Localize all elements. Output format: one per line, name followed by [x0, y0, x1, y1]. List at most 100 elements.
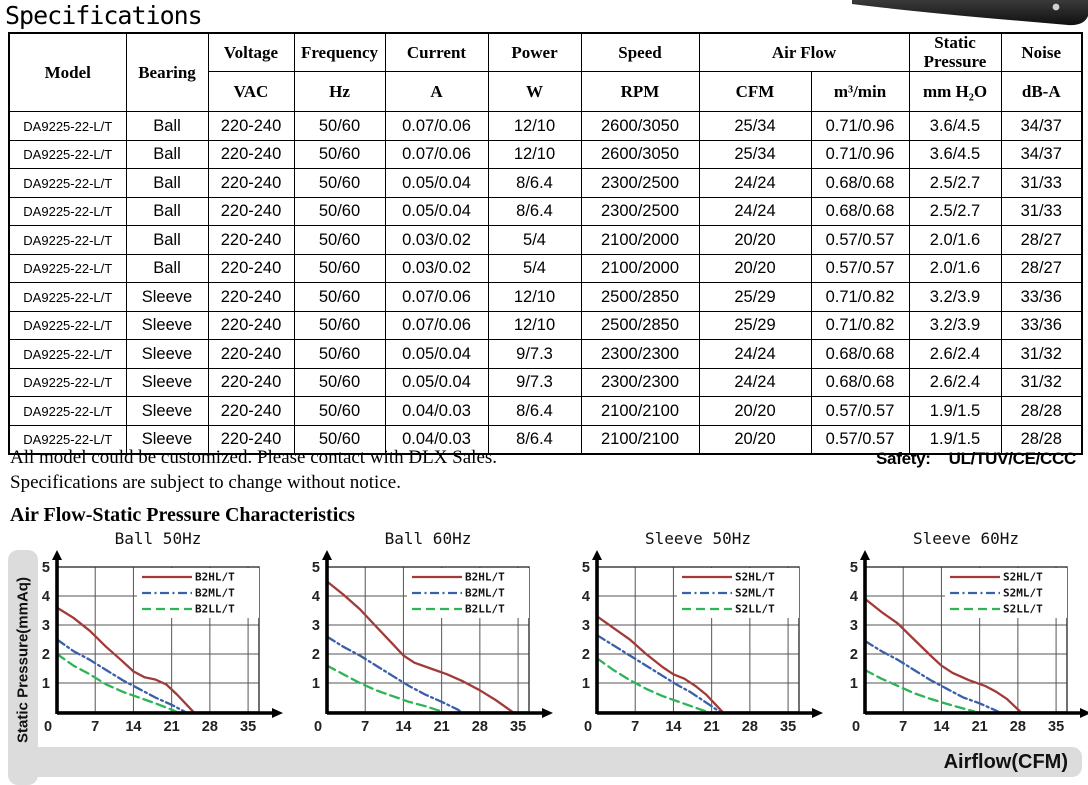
- cell-current: 0.05/0.04: [384, 168, 489, 198]
- series-line-s2mlt: [595, 634, 721, 714]
- cell-cfm: 25/29: [698, 310, 812, 341]
- col-header-static-pressure: Static Pressure: [908, 32, 1002, 73]
- cell-speed: 2100/2100: [580, 424, 700, 455]
- safety-certifications: Safety: UL/TUV/CE/CCC: [876, 449, 1076, 469]
- cell-voltage: 220-240: [207, 253, 295, 284]
- x-tick-label: 35: [780, 719, 796, 735]
- table-row: DA9225-22-L/T Sleeve 220-240 50/60 0.04/0.03…: [8, 396, 1083, 426]
- series-line-s2mlt: [863, 639, 1000, 714]
- cell-voltage: 220-240: [207, 282, 295, 312]
- x-tick-label: 35: [510, 719, 526, 735]
- series-line-b2hlt: [55, 606, 195, 714]
- cell-voltage: 220-240: [207, 396, 295, 426]
- series-line-s2hlt: [863, 597, 1022, 714]
- cell-power: 12/10: [487, 282, 582, 312]
- cell-power: 12/10: [487, 139, 582, 170]
- series-line-b2mlt: [325, 635, 462, 714]
- cell-bearing: Ball: [125, 139, 209, 170]
- cell-speed: 2100/2000: [580, 225, 700, 255]
- cell-sp: 3.2/3.9: [908, 310, 1002, 341]
- cell-model: DA9225-22-L/T: [8, 111, 127, 141]
- legend-label: B2HL/T: [195, 571, 235, 584]
- series-line-s2llt: [863, 668, 976, 713]
- cell-sp: 1.9/1.5: [908, 424, 1002, 455]
- cell-sp: 1.9/1.5: [908, 396, 1002, 426]
- note-customized: All model could be customized. Please co…: [10, 447, 498, 468]
- cell-current: 0.04/0.03: [384, 396, 489, 426]
- cell-m3min: 0.57/0.57: [810, 396, 910, 426]
- cell-frequency: 50/60: [293, 367, 386, 398]
- cell-noise: 31/32: [1000, 339, 1083, 369]
- cell-current: 0.05/0.04: [384, 339, 489, 369]
- unit-hz: Hz: [293, 71, 386, 113]
- cell-model: DA9225-22-L/T: [8, 339, 127, 369]
- cell-m3min: 0.71/0.82: [810, 282, 910, 312]
- cell-power: 5/4: [487, 253, 582, 284]
- x-tick-label: 14: [933, 719, 949, 735]
- cell-sp: 3.6/4.5: [908, 139, 1002, 170]
- cell-cfm: 24/24: [698, 367, 812, 398]
- x-axis-label: Airflow(CFM): [943, 751, 1068, 773]
- y-tick-label: 3: [312, 618, 320, 634]
- section-title-airflow-static-pressure: Air Flow-Static Pressure Characteristics: [10, 504, 355, 526]
- chart-ball-60hz: Ball 60Hz B2HL/T B2ML/T B2LL/T 0 7 14 21 28 35 1 2…: [300, 528, 556, 750]
- series-line-s2llt: [595, 657, 708, 713]
- x-tick-label: 7: [361, 719, 369, 735]
- y-tick-label: 3: [850, 618, 858, 634]
- cell-current: 0.05/0.04: [384, 196, 489, 227]
- table-row: DA9225-22-L/T Sleeve 220-240 50/60 0.04/0.03…: [8, 424, 1083, 455]
- cell-current: 0.07/0.06: [384, 310, 489, 341]
- cell-frequency: 50/60: [293, 310, 386, 341]
- cell-frequency: 50/60: [293, 168, 386, 198]
- unit-rpm: RPM: [580, 71, 700, 113]
- y-tick-label: 5: [582, 560, 590, 576]
- cell-noise: 28/28: [1000, 424, 1083, 455]
- cell-sp: 2.5/2.7: [908, 196, 1002, 227]
- chart-title: Ball 60Hz: [384, 529, 472, 548]
- x-axis-band: Airflow(CFM): [8, 747, 1082, 777]
- specifications-table: Model Bearing Voltage Frequency Current …: [8, 32, 1083, 456]
- x-tick-label: 28: [1010, 719, 1026, 735]
- cell-speed: 2500/2850: [580, 310, 700, 341]
- cell-bearing: Ball: [125, 253, 209, 284]
- cell-m3min: 0.68/0.68: [810, 367, 910, 398]
- cell-model: DA9225-22-L/T: [8, 282, 127, 312]
- col-header-bearing: Bearing: [125, 32, 209, 113]
- cell-frequency: 50/60: [293, 282, 386, 312]
- chart-canvas: B2HL/T B2ML/T B2LL/T 0 7 14 21 28 35 1 2 3 4 5: [42, 550, 283, 735]
- x-tick-label: 14: [665, 719, 681, 735]
- series-line-b2llt: [55, 652, 179, 714]
- table-row: DA9225-22-L/T Ball 220-240 50/60 0.03/0.02 5/…: [8, 225, 1083, 255]
- x-tick-label: 21: [704, 719, 720, 735]
- cell-frequency: 50/60: [293, 196, 386, 227]
- unit-m3min: m³/min: [810, 71, 910, 113]
- cell-sp: 2.0/1.6: [908, 225, 1002, 255]
- x-tick-label: 0: [314, 719, 322, 735]
- cell-noise: 28/28: [1000, 396, 1083, 426]
- col-header-noise: Noise: [1000, 32, 1083, 73]
- legend-label: B2ML/T: [465, 587, 505, 600]
- cell-bearing: Ball: [125, 111, 209, 141]
- cell-speed: 2600/3050: [580, 111, 700, 141]
- x-tick-label: 0: [852, 719, 860, 735]
- cell-frequency: 50/60: [293, 225, 386, 255]
- spec-table-body: DA9225-22-L/T Ball 220-240 50/60 0.07/0.06 12…: [8, 111, 1083, 455]
- cell-cfm: 20/20: [698, 253, 812, 284]
- y-tick-label: 4: [312, 589, 320, 605]
- x-tick-label: 28: [202, 719, 218, 735]
- chart-sleeve-60hz: Sleeve 60Hz S2HL/T S2ML/T S2LL/T 0 7 14 21 28 35…: [838, 528, 1088, 750]
- legend-label: S2LL/T: [1003, 603, 1043, 616]
- cell-current: 0.07/0.06: [384, 111, 489, 141]
- cell-speed: 2100/2000: [580, 253, 700, 284]
- series-line-b2llt: [325, 664, 443, 713]
- table-row: DA9225-22-L/T Sleeve 220-240 50/60 0.05/0.04…: [8, 367, 1083, 398]
- cell-power: 8/6.4: [487, 424, 582, 455]
- cell-noise: 34/37: [1000, 139, 1083, 170]
- cell-cfm: 24/24: [698, 168, 812, 198]
- cell-model: DA9225-22-L/T: [8, 168, 127, 198]
- y-tick-label: 5: [312, 560, 320, 576]
- y-tick-label: 2: [850, 647, 858, 663]
- legend-label: S2ML/T: [735, 587, 775, 600]
- cell-bearing: Sleeve: [125, 396, 209, 426]
- cell-frequency: 50/60: [293, 111, 386, 141]
